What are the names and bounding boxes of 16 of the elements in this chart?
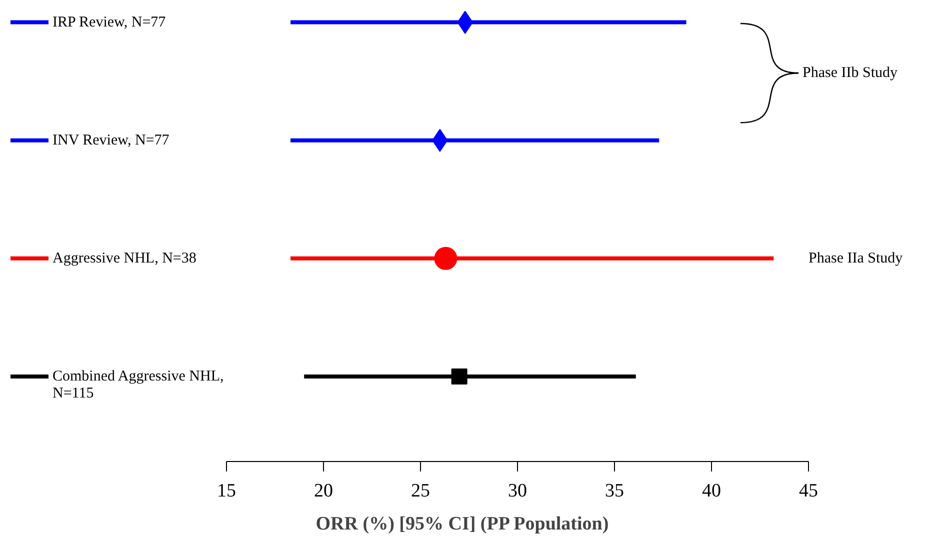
- x-tick-label: 15: [217, 480, 236, 502]
- x-tick-label: 20: [314, 480, 333, 502]
- y-tick-label: INV Review, N=77: [52, 132, 170, 148]
- text: Phase IIa Study: [808, 250, 904, 266]
- x-tick-label: 25: [411, 480, 430, 502]
- y-tick-label: IRP Review, N=77: [52, 14, 166, 30]
- y-tick-label: Combined Aggressive NHL, N=115: [52, 368, 224, 402]
- x-tick-label: 45: [799, 480, 818, 502]
- x-tick-label: 40: [702, 480, 721, 502]
- y-tick-label: Aggressive NHL, N=38: [52, 250, 196, 266]
- annotation: Phase IIb Study: [802, 65, 898, 82]
- point: [451, 368, 468, 384]
- point: [434, 246, 458, 270]
- x-axis-title: ORR (%) [95% CI] (PP Population): [316, 514, 609, 534]
- x-tick-label: 30: [508, 480, 527, 502]
- x-tick-label: 35: [605, 480, 624, 502]
